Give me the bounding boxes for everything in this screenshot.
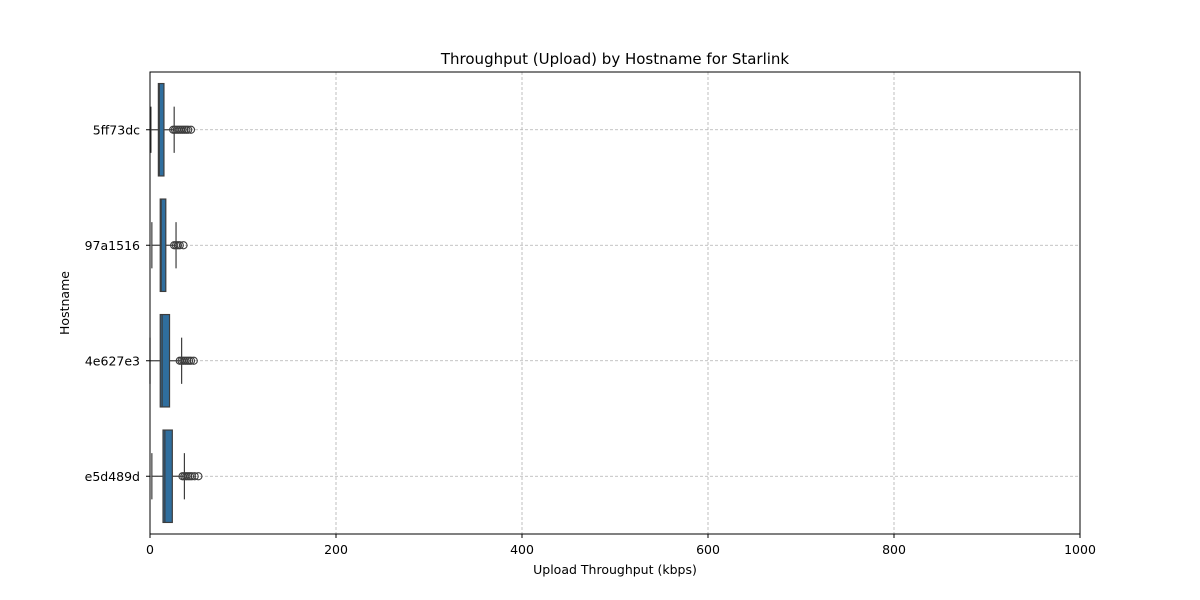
grid-layer [150,72,1080,534]
x-tick-label: 0 [146,542,154,557]
x-tick-label: 600 [696,542,720,557]
chart-title: Throughput (Upload) by Hostname for Star… [440,50,790,68]
y-tick-label: e5d489d [85,469,140,484]
box-iqr [157,82,165,177]
outlier-point [186,356,196,365]
outlier-point [190,472,199,481]
box-group-e5d489d [151,429,203,524]
y-tick-label: 97a1516 [85,238,140,253]
x-tick-label: 1000 [1064,542,1096,557]
y-axis-label: Hostname [57,271,72,335]
outlier-point [186,125,196,134]
box-layer [149,82,203,524]
y-axis-ticks: 5ff73dc 97a1516 4e627e3 e5d489d [85,122,150,484]
outlier-point [179,241,188,250]
y-tick-label: 5ff73dc [93,122,140,137]
box-group-5ff73dc [150,82,196,177]
outlier-point [187,472,196,481]
plot-frame [149,71,1081,535]
box-iqr [162,429,173,524]
box-iqr [159,313,171,408]
x-tick-label: 400 [510,542,534,557]
outlier-point [194,472,203,481]
outlier-point [175,241,184,250]
x-tick-label: 200 [324,542,348,557]
x-axis-label: Upload Throughput (kbps) [533,562,697,577]
box-group-97a1516 [151,198,188,293]
box-group-4e627e3 [149,313,198,408]
x-axis-ticks: 0 200 400 600 800 1000 [146,534,1096,557]
outlier-point [183,125,193,134]
outlier-point [189,356,198,365]
y-tick-label: 4e627e3 [85,353,140,368]
x-tick-label: 800 [882,542,906,557]
box-iqr [159,198,167,293]
